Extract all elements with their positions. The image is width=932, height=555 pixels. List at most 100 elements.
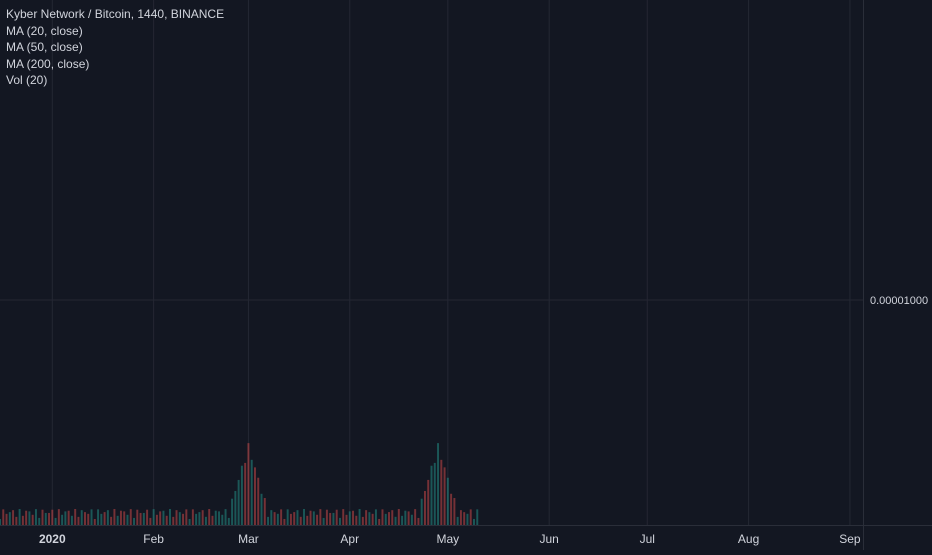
- legend-ma50[interactable]: MA (50, close): [6, 40, 83, 54]
- volume-bar: [139, 512, 142, 525]
- volume-bar: [211, 515, 214, 525]
- volume-bar: [332, 512, 335, 525]
- volume-bar: [348, 511, 351, 525]
- volume-bar: [136, 509, 139, 525]
- volume-bar: [430, 465, 433, 525]
- volume-bar: [257, 477, 260, 525]
- volume-bar: [142, 512, 145, 525]
- volume-bar: [0, 519, 1, 525]
- volume-bar: [453, 498, 456, 525]
- volume-bar: [67, 510, 70, 525]
- volume-bar: [234, 490, 237, 525]
- x-tick-label: Feb: [143, 532, 164, 546]
- volume-bar: [25, 510, 28, 525]
- volume-bar: [276, 513, 279, 525]
- volume-bar: [119, 510, 122, 525]
- volume-bar: [342, 509, 345, 525]
- volume-bar: [423, 490, 426, 525]
- volume-bar: [57, 509, 60, 525]
- volume-bar: [459, 510, 462, 525]
- x-tick-label: Apr: [340, 532, 359, 546]
- volume-bar: [253, 467, 256, 525]
- volume-bar: [280, 509, 283, 525]
- volume-bar: [463, 512, 466, 525]
- volume-bar: [38, 517, 41, 525]
- volume-bar: [244, 462, 247, 525]
- volume-bar: [329, 512, 332, 525]
- volume-bar: [401, 515, 404, 525]
- volume-bar: [198, 512, 201, 525]
- volume-bar: [97, 509, 100, 525]
- x-tick-label: Sep: [839, 532, 861, 546]
- volume-bar: [93, 518, 96, 525]
- volume-bar: [90, 509, 93, 525]
- volume-bar: [420, 498, 423, 525]
- volume-bar: [116, 515, 119, 525]
- volume-bar: [70, 515, 73, 525]
- volume-bar: [149, 517, 152, 525]
- volume-bar: [309, 510, 312, 525]
- volume-bar: [191, 509, 194, 525]
- volume-bar: [31, 514, 34, 525]
- volume-bar: [165, 515, 168, 525]
- volume-bar: [162, 510, 165, 525]
- volume-bar: [5, 513, 8, 525]
- volume-bar: [152, 509, 155, 525]
- volume-bar: [296, 510, 299, 525]
- volume-bar: [388, 512, 390, 525]
- volume-bar: [306, 515, 309, 525]
- volume-bar: [456, 516, 459, 525]
- volume-bar: [365, 510, 368, 525]
- volume-bar: [345, 514, 348, 525]
- volume-bar: [237, 479, 240, 525]
- volume-bar: [44, 512, 47, 525]
- volume-bar: [110, 516, 113, 525]
- volume-bar: [208, 509, 211, 525]
- chart-title: Kyber Network / Bitcoin, 1440, BINANCE: [6, 7, 225, 21]
- volume-bar: [476, 509, 479, 525]
- volume-bar: [446, 477, 449, 525]
- volume-bar: [8, 512, 11, 525]
- volume-bar: [322, 517, 325, 525]
- volume-bar: [335, 509, 338, 525]
- volume-bar: [61, 514, 64, 525]
- volume-bar: [303, 509, 305, 525]
- x-tick-label: Aug: [738, 532, 759, 546]
- volume-bar: [361, 516, 364, 525]
- volume-bar: [100, 513, 103, 525]
- volume-bar: [286, 509, 289, 525]
- x-tick-label: May: [437, 532, 460, 546]
- volume-bar: [247, 443, 250, 525]
- volume-bar: [358, 509, 361, 525]
- price-axis-panel: [863, 0, 932, 550]
- volume-bar: [159, 511, 162, 525]
- volume-bar: [185, 509, 188, 525]
- volume-bar: [443, 467, 446, 525]
- volume-bar: [299, 516, 302, 525]
- volume-bar: [263, 498, 266, 525]
- volume-bar: [414, 509, 417, 525]
- volume-bar: [106, 510, 109, 525]
- legend-volume[interactable]: Vol (20): [6, 73, 48, 87]
- volume-bar: [201, 510, 204, 525]
- volume-bar: [267, 516, 270, 525]
- volume-bar: [80, 510, 83, 525]
- volume-bar: [169, 509, 171, 525]
- volume-bar: [368, 512, 371, 525]
- volume-bar: [410, 514, 413, 525]
- volume-bar: [227, 517, 230, 525]
- volume-bar: [374, 509, 377, 525]
- legend-ma200[interactable]: MA (200, close): [6, 56, 90, 71]
- volume-bar: [417, 517, 420, 525]
- legend-ma20[interactable]: MA (20, close): [6, 23, 83, 38]
- volume-bar: [2, 509, 5, 525]
- volume-bar: [77, 516, 80, 525]
- volume-bar: [391, 510, 394, 525]
- volume-bar: [384, 513, 387, 525]
- x-tick-label: Mar: [238, 532, 259, 546]
- volume-bar: [378, 518, 381, 525]
- volume-bar: [231, 498, 234, 525]
